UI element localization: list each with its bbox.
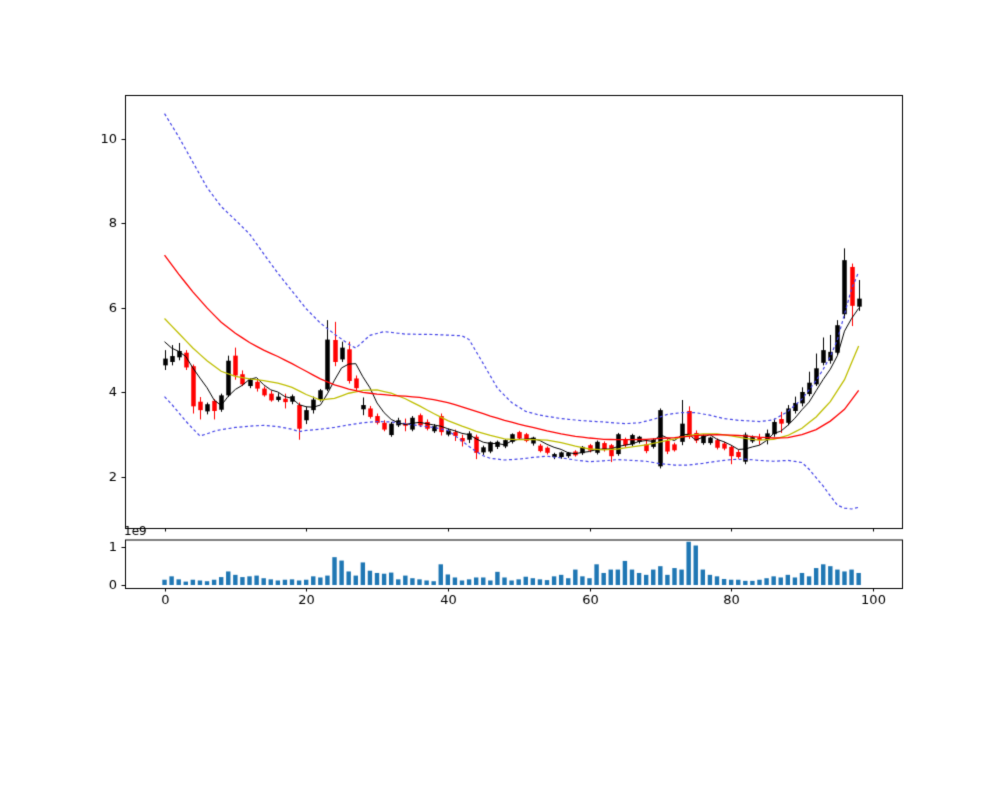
candlestick-volume-chart-canvas	[0, 0, 1000, 800]
stock-chart-figure: 互联网 恺英网络 002517 流通14.83亿股	[0, 0, 1000, 800]
